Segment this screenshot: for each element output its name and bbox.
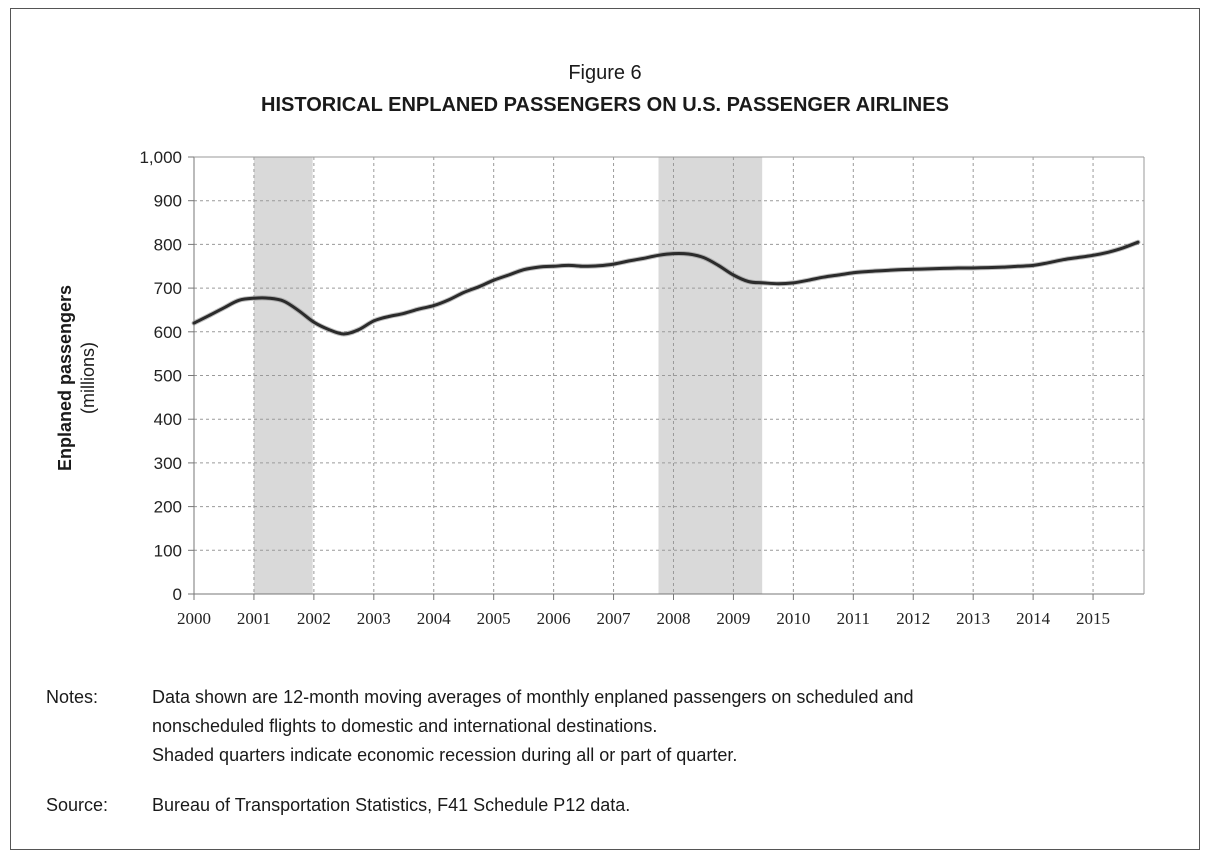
y-axis-unit: (millions) bbox=[78, 342, 98, 414]
x-tick-label-2003: 2003 bbox=[357, 609, 391, 628]
notes-line-1: Data shown are 12-month moving averages … bbox=[152, 687, 914, 707]
x-tick-label-2011: 2011 bbox=[837, 609, 870, 628]
notes-line-3: Shaded quarters indicate economic recess… bbox=[152, 745, 738, 765]
x-tick-label-2009: 2009 bbox=[716, 609, 750, 628]
axes bbox=[188, 156, 1145, 600]
x-tick-label-2000: 2000 bbox=[177, 609, 211, 628]
x-tick-label-2012: 2012 bbox=[896, 609, 930, 628]
x-tick-label-2004: 2004 bbox=[417, 609, 452, 628]
x-tick-labels: 2000 2001 2002 2003 2004 2005 2006 2007 2008 2009… bbox=[177, 609, 1110, 628]
series-line bbox=[192, 240, 1140, 336]
y-tick-label-800: 800 bbox=[154, 235, 182, 254]
x-tick-label-2002: 2002 bbox=[297, 609, 331, 628]
source-label: Source: bbox=[46, 795, 109, 815]
y-tick-label-400: 400 bbox=[154, 410, 182, 429]
x-tick-label-2006: 2006 bbox=[537, 609, 571, 628]
chart-subtitle: HISTORICAL ENPLANED PASSENGERS ON U.S. P… bbox=[261, 94, 949, 116]
x-tick-label-2010: 2010 bbox=[776, 609, 810, 628]
y-tick-label-1000: 1,000 bbox=[139, 148, 182, 167]
x-tick-label-2008: 2008 bbox=[656, 609, 690, 628]
recession-shading bbox=[253, 157, 763, 594]
x-tick-label-2001: 2001 bbox=[237, 609, 271, 628]
y-tick-label-500: 500 bbox=[154, 367, 182, 386]
notes-line-2: nonscheduled flights to domestic and int… bbox=[152, 716, 658, 736]
x-tick-label-2015: 2015 bbox=[1076, 609, 1110, 628]
y-tick-label-700: 700 bbox=[154, 279, 182, 298]
y-tick-labels: 0 100 200 300 400 500 600 700 800 900 1,000 bbox=[139, 148, 182, 604]
source-text: Bureau of Transportation Statistics, F41… bbox=[152, 795, 631, 815]
notes: Notes: Data shown are 12-month moving av… bbox=[46, 683, 1196, 778]
y-tick-label-600: 600 bbox=[154, 323, 182, 342]
chart: Figure 6 HISTORICAL ENPLANED PASSENGERS … bbox=[55, 62, 1145, 628]
y-tick-label-0: 0 bbox=[173, 585, 182, 604]
y-tick-label-300: 300 bbox=[154, 454, 182, 473]
x-tick-label-2005: 2005 bbox=[477, 609, 511, 628]
y-tick-label-100: 100 bbox=[154, 541, 182, 560]
x-tick-label-2014: 2014 bbox=[1016, 609, 1051, 628]
y-tick-label-900: 900 bbox=[154, 192, 182, 211]
x-tick-label-2013: 2013 bbox=[956, 609, 990, 628]
chart-title: Figure 6 bbox=[568, 62, 641, 84]
y-tick-label-200: 200 bbox=[154, 498, 182, 517]
source: Source: Bureau of Transportation Statist… bbox=[46, 791, 1196, 821]
y-axis-label: Enplaned passengers bbox=[55, 285, 75, 471]
notes-label: Notes: bbox=[46, 687, 99, 707]
series bbox=[191, 239, 1141, 337]
figure-frame bbox=[10, 8, 1200, 850]
x-tick-label-2007: 2007 bbox=[597, 609, 632, 628]
